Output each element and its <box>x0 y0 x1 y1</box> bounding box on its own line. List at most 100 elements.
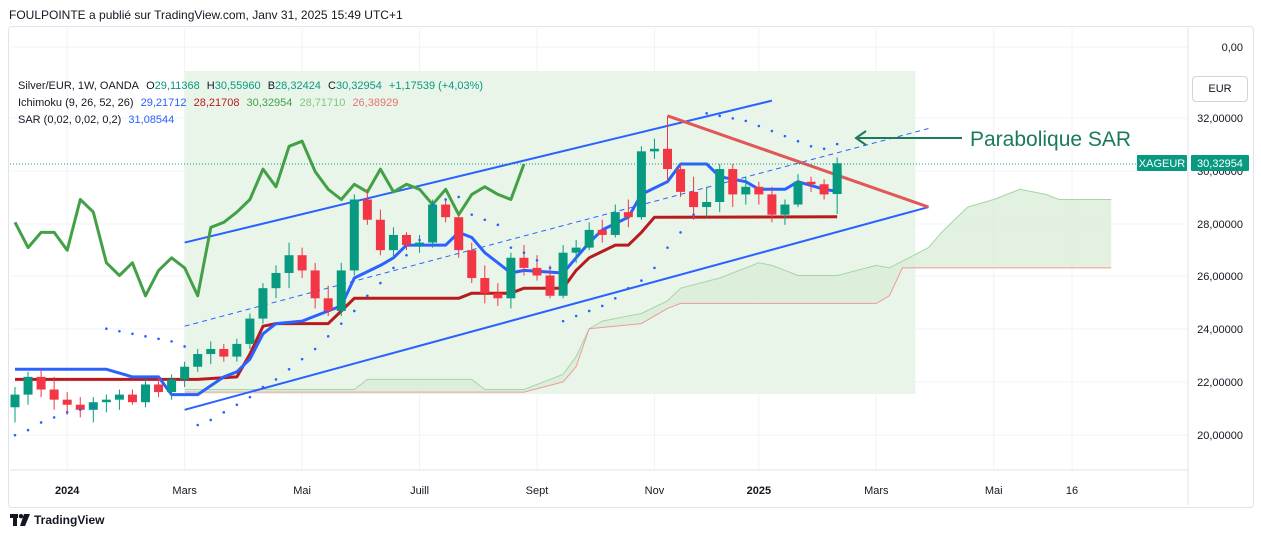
sar-dot <box>653 266 656 270</box>
currency-button[interactable]: EUR <box>1192 76 1248 102</box>
y-tick-label: 22,00000 <box>1197 377 1243 389</box>
candle-body <box>10 394 20 408</box>
x-tick-label: 2024 <box>55 485 80 497</box>
legend-ichimoku-span-b: 26,38929 <box>352 97 399 109</box>
sar-dot <box>614 297 617 300</box>
legend-sar-row: SAR (0,02, 0,02, 0,2) 31,08544 <box>18 114 178 126</box>
y-tick-label: 0,00 <box>1222 42 1243 54</box>
x-tick-label: Sept <box>526 485 549 497</box>
candle-up <box>284 242 294 289</box>
indicator-lines <box>13 139 838 397</box>
trend-channel <box>184 99 929 411</box>
annotation-arrow <box>854 130 962 146</box>
sar-dot <box>274 378 278 381</box>
candle-body <box>141 384 150 403</box>
sar-dot <box>353 309 356 313</box>
sar-dot <box>13 433 17 437</box>
legend-low: 28,32424 <box>275 80 321 92</box>
sar-dot <box>144 335 147 338</box>
candle-down <box>154 376 164 398</box>
candle-body <box>258 288 268 319</box>
sar-dot <box>444 198 447 201</box>
candle-up <box>180 361 190 387</box>
candle-body <box>245 318 255 344</box>
candle-up <box>232 338 242 362</box>
sar-dot <box>822 147 826 151</box>
candle-body <box>428 204 438 243</box>
sar-dot <box>26 428 30 432</box>
y-tick-label: 20,00000 <box>1197 430 1243 442</box>
candle-body <box>441 204 451 218</box>
candle-up <box>141 379 150 408</box>
candle-body <box>715 169 725 203</box>
candle-body <box>127 394 137 403</box>
candle-up <box>415 234 425 253</box>
sar-dot <box>248 395 252 399</box>
legend-close: 30,32954 <box>335 80 382 92</box>
candle-body <box>349 199 359 271</box>
sar-dot <box>835 142 839 146</box>
sar-dot <box>222 411 226 414</box>
x-tick-label: Mai <box>985 485 1003 497</box>
candle-up <box>610 204 620 238</box>
tradingview-logo-text: TradingView <box>34 513 105 527</box>
candle-up <box>715 164 725 213</box>
candle-body <box>610 212 620 235</box>
candle-body <box>219 348 229 357</box>
sar-dot <box>313 347 317 351</box>
candle-up <box>271 265 281 299</box>
candle-body <box>154 384 164 393</box>
candle-body <box>75 404 85 410</box>
sar-dot <box>666 246 669 249</box>
candle-body <box>193 354 203 367</box>
resistance-line <box>667 114 929 209</box>
candle-body <box>806 181 816 185</box>
candle-body <box>832 163 842 195</box>
sar-dot <box>692 213 695 216</box>
legend-c-label: C <box>328 80 336 92</box>
legend-open: 29,11368 <box>154 80 200 92</box>
candle-body <box>780 204 790 215</box>
legend-ichimoku-tenkan: 29,21712 <box>140 97 187 109</box>
candle-down <box>676 164 686 197</box>
sar-dot <box>392 266 395 270</box>
candle-body <box>584 229 594 248</box>
sar-dot <box>235 403 239 407</box>
candle-up <box>88 397 98 423</box>
candle-down <box>323 285 333 317</box>
candle-down <box>49 376 59 410</box>
legend-symbol-row: Silver/EUR, 1W, OANDA O29,11368 H30,5596… <box>18 80 487 92</box>
legend-change: +1,17539 (+4,03%) <box>388 80 484 92</box>
candle-up <box>428 199 438 248</box>
ichimoku-cloud <box>184 71 1112 394</box>
candle-body <box>676 169 686 192</box>
x-tick-label: 16 <box>1066 485 1078 497</box>
sar-dot <box>561 319 565 323</box>
sar-dot <box>705 112 708 115</box>
candle-down <box>663 115 672 182</box>
sar-dot <box>457 195 461 199</box>
sar-dot <box>131 332 134 336</box>
candle-down <box>375 209 385 256</box>
candle-up <box>101 394 111 413</box>
candle-down <box>545 265 555 299</box>
candle-up <box>741 176 751 205</box>
sar-dot <box>170 340 173 343</box>
candle-up <box>193 348 203 372</box>
candle-body <box>793 181 803 205</box>
chikou-span-line <box>13 139 526 298</box>
candle-body <box>49 389 59 400</box>
sar-dot <box>261 385 265 389</box>
candle-body <box>597 229 607 235</box>
legend-sar-label: SAR (0,02, 0,02, 0,2) <box>18 114 122 126</box>
price-tag-value: 30,32954 <box>1197 158 1243 170</box>
x-tick-label: Mars <box>172 485 197 497</box>
candles <box>10 115 842 423</box>
candle-up <box>636 146 646 220</box>
sar-dot <box>65 411 69 414</box>
legend-sar-value: 31,08544 <box>128 114 175 126</box>
candle-body <box>297 255 307 271</box>
channel-upper-line <box>184 99 773 244</box>
x-tick-label: Mars <box>864 485 889 497</box>
